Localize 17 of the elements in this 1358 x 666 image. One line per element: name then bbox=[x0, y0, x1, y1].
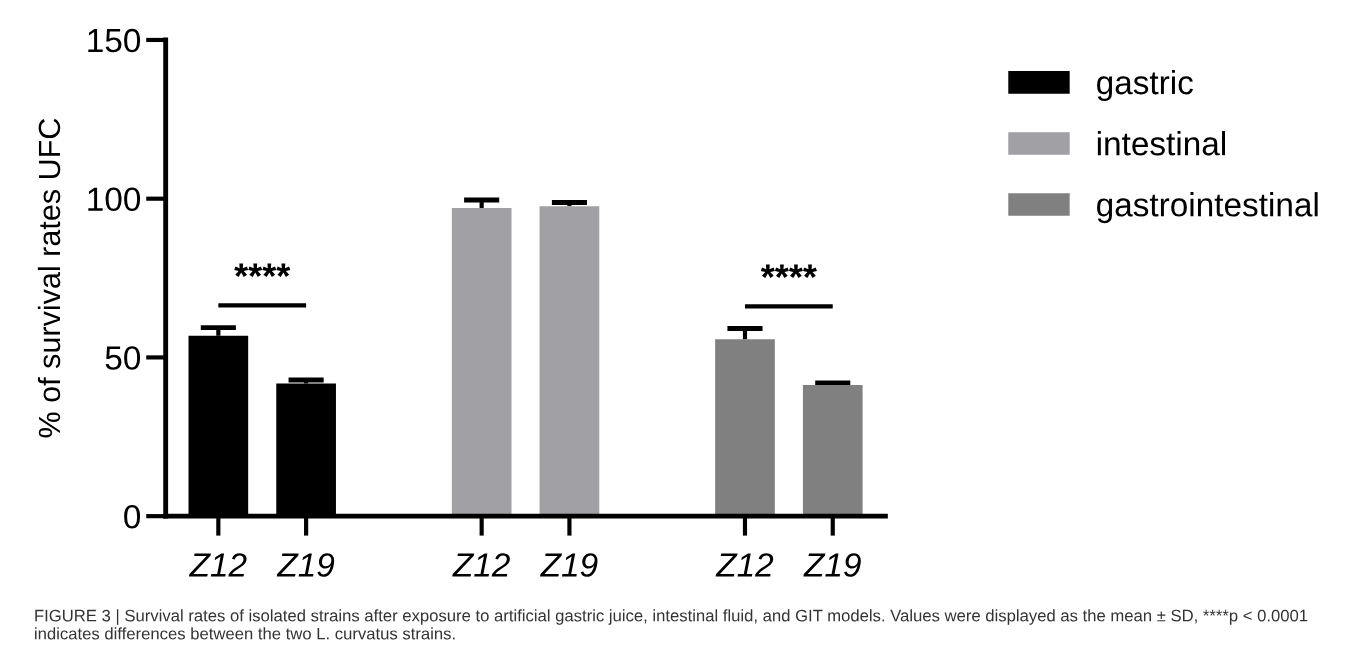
legend-label: gastrointestinal bbox=[1097, 192, 1318, 224]
y-axis-title: % of survival rates UFC bbox=[37, 118, 61, 438]
annotation: **** bbox=[234, 263, 291, 277]
caption: FIGURE 3 | Survival rates of isolated strains after exposure to artificial gastric juice, intestinal fluid, and GIT models. Values were displayed as the mean ± SD, ****p < 0.0001 indicates differences between the two L. curvatus strains. bbox=[35, 609, 1308, 640]
legend-label: intestinal bbox=[1097, 131, 1225, 156]
x-tick-label: Z12 bbox=[188, 553, 247, 577]
x-tick-label: Z12 bbox=[715, 553, 774, 577]
legend-label: gastric bbox=[1097, 69, 1193, 102]
annotation: **** bbox=[760, 264, 817, 278]
y-tick-label: 50 bbox=[105, 346, 141, 370]
x-tick-label: Z19 bbox=[803, 553, 861, 577]
x-tick-label: Z19 bbox=[540, 553, 598, 577]
x-tick-label: Z12 bbox=[452, 553, 510, 577]
y-tick-label: 0 bbox=[124, 504, 141, 529]
y-tick-label: 150 bbox=[88, 28, 141, 53]
y-tick-label: 100 bbox=[88, 187, 141, 212]
x-tick-label: Z19 bbox=[276, 553, 335, 577]
